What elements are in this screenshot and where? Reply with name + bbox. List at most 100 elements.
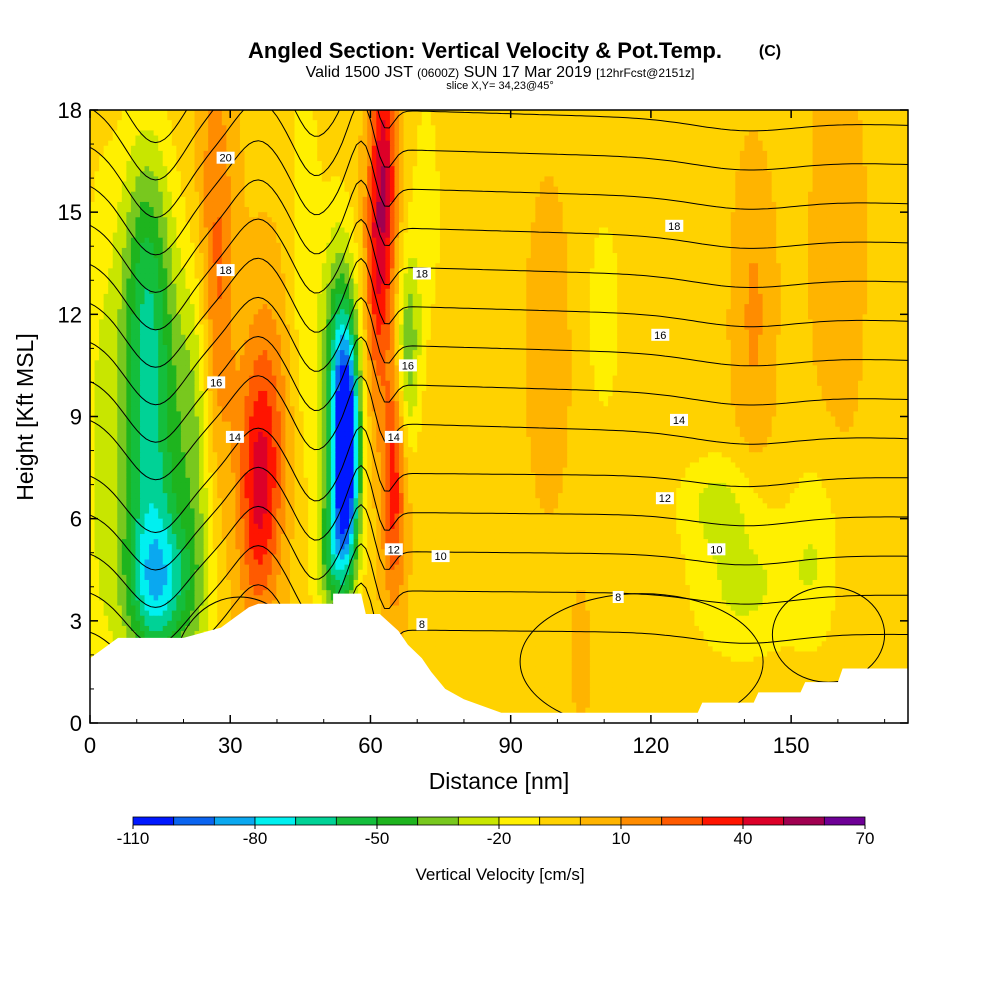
velocity-cell — [735, 191, 741, 198]
velocity-cell — [512, 115, 518, 121]
velocity-cell — [830, 135, 836, 142]
velocity-cell — [526, 120, 532, 126]
velocity-cell — [226, 207, 232, 213]
velocity-cell — [149, 242, 155, 249]
velocity-cell — [530, 161, 536, 167]
velocity-cell — [644, 145, 650, 152]
velocity-cell — [330, 110, 336, 116]
velocity-cell — [571, 171, 577, 178]
velocity-cell — [835, 120, 841, 126]
velocity-cell — [580, 242, 586, 249]
velocity-cell — [526, 201, 532, 208]
velocity-cell — [276, 140, 282, 147]
velocity-cell — [380, 155, 386, 162]
velocity-cell — [521, 181, 527, 188]
velocity-cell — [889, 207, 895, 213]
velocity-cell — [871, 171, 877, 178]
velocity-cell — [548, 191, 555, 198]
velocity-cell — [426, 120, 432, 126]
velocity-cell — [826, 237, 832, 244]
velocity-cell — [226, 140, 232, 147]
velocity-cell — [794, 176, 800, 183]
velocity-cell — [403, 161, 409, 167]
velocity-cell — [299, 247, 305, 254]
velocity-cell — [394, 176, 400, 183]
velocity-cell — [867, 110, 873, 116]
velocity-cell — [594, 166, 600, 172]
velocity-cell — [103, 217, 109, 223]
velocity-cell — [553, 217, 559, 223]
velocity-cell — [767, 217, 773, 223]
velocity-cell — [289, 237, 296, 244]
velocity-cell — [712, 237, 718, 244]
velocity-cell — [339, 181, 346, 188]
velocity-cell — [399, 135, 405, 142]
velocity-cell — [898, 191, 905, 198]
velocity-cell — [330, 176, 336, 183]
velocity-cell — [417, 150, 423, 157]
velocity-cell — [853, 155, 859, 162]
velocity-cell — [394, 196, 400, 203]
velocity-cell — [335, 166, 341, 172]
velocity-cell — [276, 125, 282, 132]
velocity-cell — [317, 217, 323, 223]
velocity-cell — [689, 166, 696, 172]
velocity-cell — [371, 161, 377, 167]
velocity-cell — [721, 161, 727, 167]
velocity-cell — [567, 176, 573, 183]
velocity-cell — [576, 247, 582, 254]
velocity-cell — [567, 161, 573, 167]
velocity-cell — [598, 166, 605, 172]
velocity-cell — [517, 130, 523, 137]
velocity-cell — [317, 135, 323, 142]
velocity-cell — [826, 166, 832, 172]
velocity-cell — [362, 237, 368, 244]
velocity-cell — [449, 242, 455, 249]
velocity-cell — [889, 186, 895, 193]
velocity-cell — [617, 222, 623, 229]
velocity-cell — [798, 161, 805, 167]
velocity-cell — [771, 115, 777, 121]
velocity-cell — [430, 161, 436, 167]
velocity-cell — [562, 130, 568, 137]
velocity-cell — [898, 242, 905, 249]
velocity-cell — [562, 125, 568, 132]
velocity-cell — [362, 130, 368, 137]
velocity-cell — [644, 186, 650, 193]
velocity-cell — [512, 191, 518, 198]
velocity-cell — [808, 140, 814, 147]
velocity-cell — [735, 130, 741, 137]
velocity-cell — [389, 201, 396, 208]
velocity-cell — [898, 166, 905, 172]
velocity-cell — [758, 125, 764, 132]
velocity-cell — [862, 155, 868, 162]
velocity-cell — [499, 120, 505, 126]
velocity-cell — [803, 186, 809, 193]
velocity-cell — [394, 171, 400, 178]
velocity-cell — [576, 186, 582, 193]
velocity-cell — [412, 191, 418, 198]
velocity-cell — [267, 135, 273, 142]
velocity-cell — [780, 212, 786, 218]
velocity-cell — [889, 191, 895, 198]
velocity-cell — [676, 201, 682, 208]
velocity-cell — [335, 145, 341, 152]
velocity-cell — [494, 237, 500, 244]
velocity-cell — [362, 155, 368, 162]
velocity-cell — [90, 181, 96, 188]
velocity-cell — [576, 110, 582, 116]
velocity-cell — [598, 161, 605, 167]
velocity-cell — [299, 125, 305, 132]
velocity-cell — [503, 247, 509, 254]
velocity-cell — [267, 125, 273, 132]
velocity-cell — [230, 166, 237, 172]
velocity-cell — [408, 130, 414, 137]
velocity-cell — [362, 196, 368, 203]
velocity-cell — [512, 135, 518, 142]
velocity-cell — [785, 135, 791, 142]
velocity-cell — [630, 186, 636, 193]
velocity-cell — [462, 196, 468, 203]
velocity-cell — [680, 161, 686, 167]
velocity-cell — [753, 135, 759, 142]
velocity-cell — [712, 201, 718, 208]
